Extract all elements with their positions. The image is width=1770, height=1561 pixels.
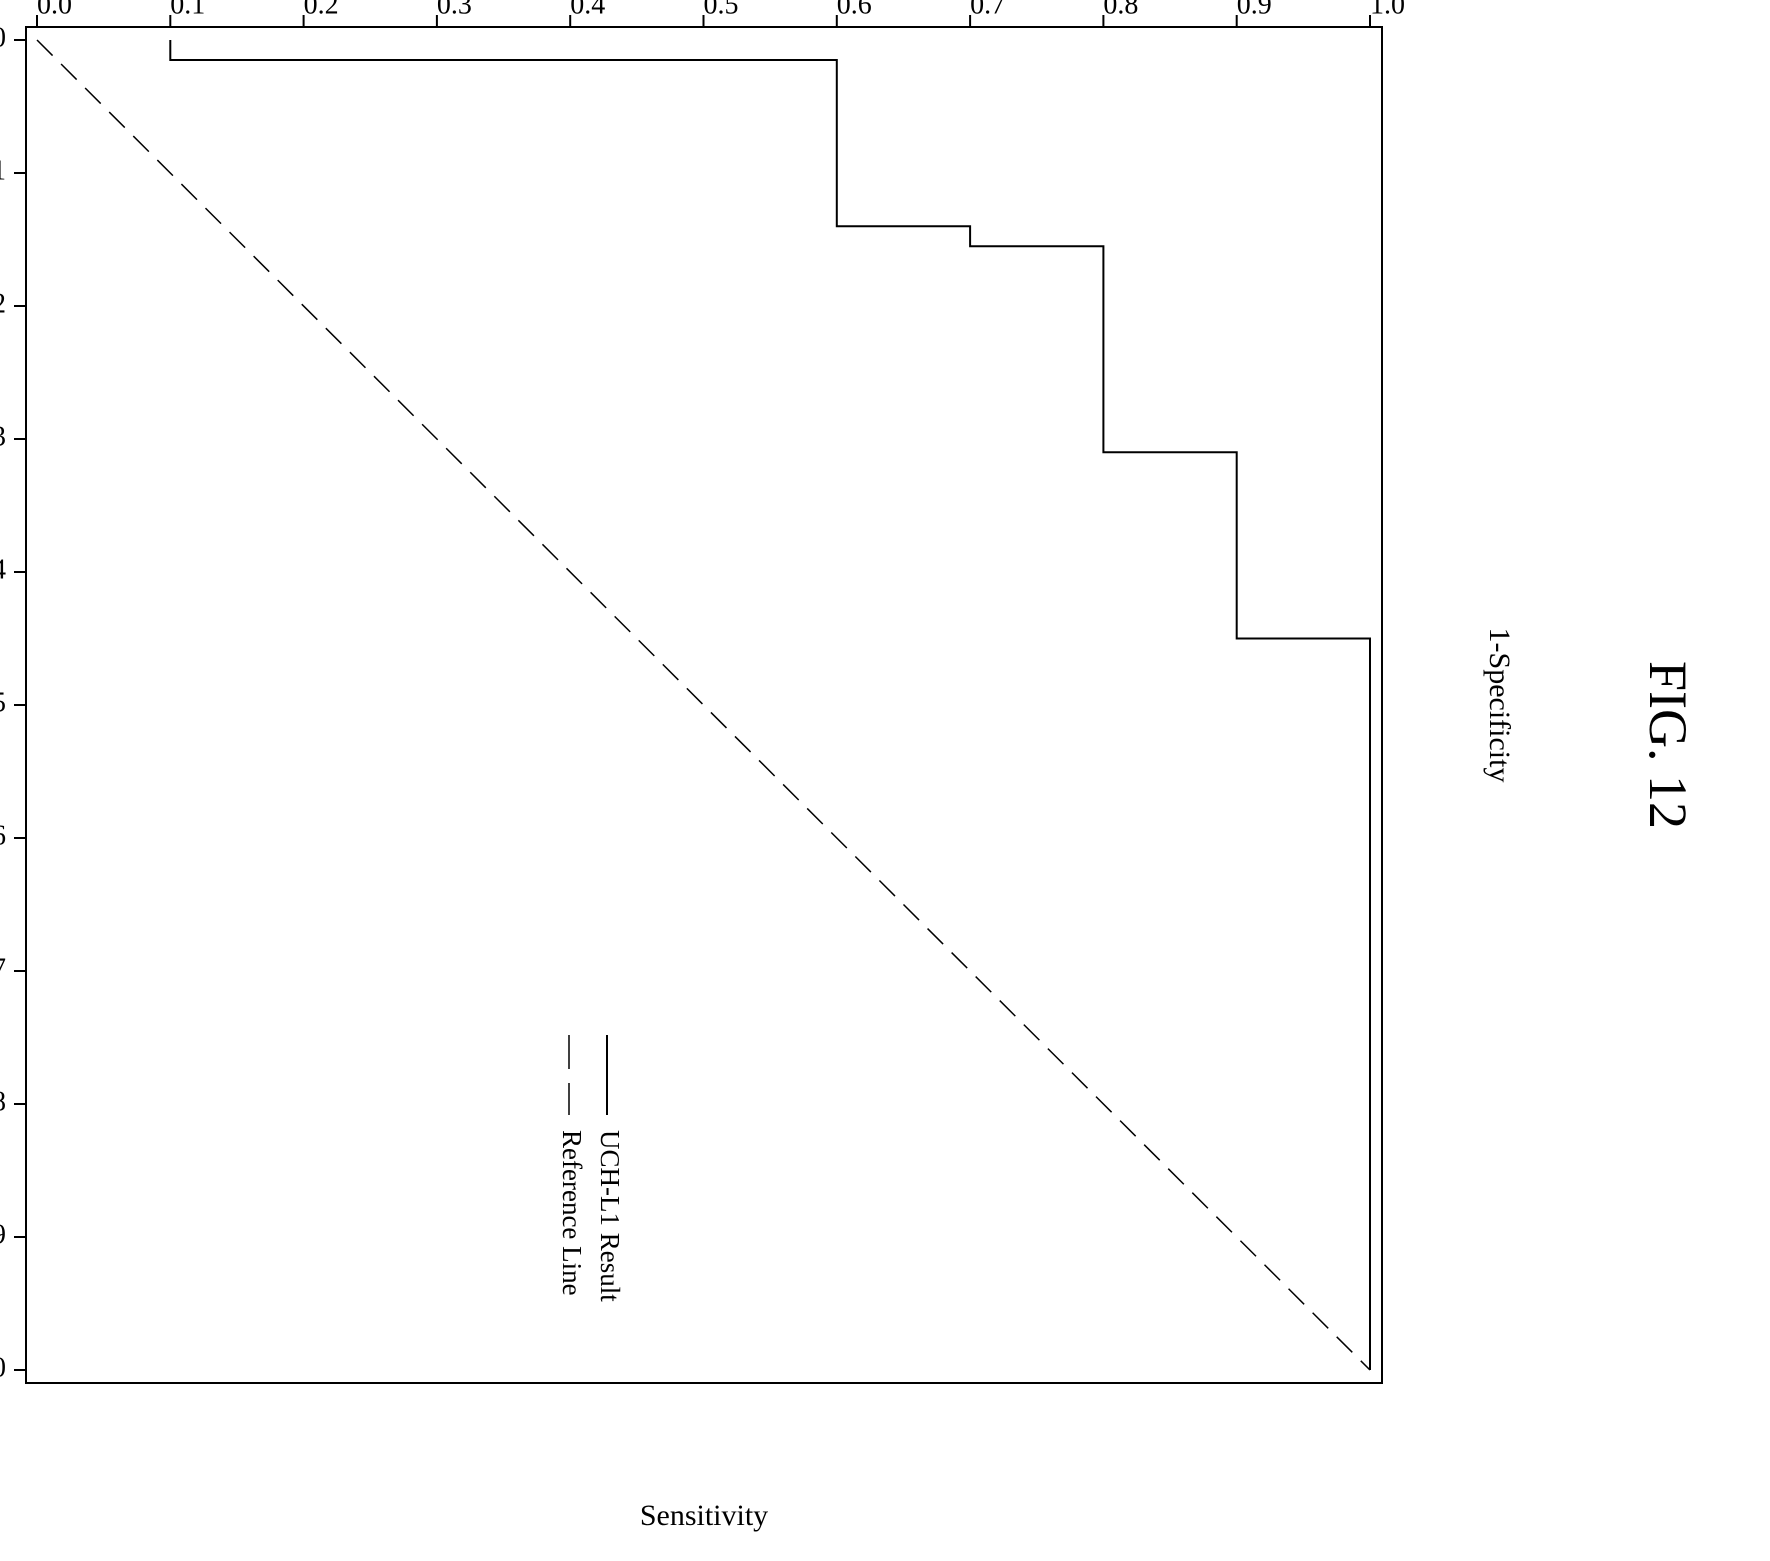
x-tick-label: 0.1 bbox=[0, 155, 6, 186]
x-axis: 0.0 0.1 0.2 0.3 0.4 0.5 0.6 0.7 0.8 0.9 1.0 bbox=[0, 22, 26, 1383]
y-tick-label: 0.1 bbox=[170, 0, 205, 20]
x-tick-label: 0.3 bbox=[0, 421, 6, 452]
legend-label-0: UCH-L1 Result bbox=[595, 1130, 625, 1302]
y-tick-label: 0.4 bbox=[570, 0, 605, 20]
x-tick-label: 0.7 bbox=[0, 953, 6, 984]
legend: UCH-L1 Result Reference Line bbox=[557, 1035, 625, 1302]
series-line-0 bbox=[169, 40, 1371, 1370]
x-tick-label: 0.0 bbox=[0, 22, 6, 53]
series-line-1 bbox=[36, 39, 1371, 1371]
x-tick-label: 1.0 bbox=[0, 1352, 6, 1383]
x-tick-label: 0.2 bbox=[0, 288, 6, 319]
x-tick-label: 0.4 bbox=[0, 554, 6, 585]
y-tick-label: 0.3 bbox=[437, 0, 472, 20]
y-tick-label: 0.7 bbox=[970, 0, 1005, 20]
x-tick-label: 0.9 bbox=[0, 1219, 6, 1250]
y-tick-label: 0.9 bbox=[1237, 0, 1272, 20]
x-axis-label: 1-Specificity bbox=[1483, 628, 1516, 783]
legend-label-1: Reference Line bbox=[557, 1130, 587, 1296]
y-tick-label: 0.6 bbox=[837, 0, 872, 20]
y-axis: 0.0 0.1 0.2 0.3 0.4 0.5 0.6 0.7 0.8 0.9 1.0 bbox=[36, 0, 1405, 27]
x-tick-label: 0.5 bbox=[0, 687, 6, 718]
y-tick-label: 0.2 bbox=[304, 0, 339, 20]
y-tick-label: 1.0 bbox=[1370, 0, 1405, 20]
figure-label: FIG. 12 bbox=[1638, 661, 1698, 829]
y-axis-label: Sensitivity bbox=[640, 1499, 768, 1532]
y-tick-label: 0.0 bbox=[37, 0, 72, 20]
x-tick-label: 0.6 bbox=[0, 820, 6, 851]
y-tick-label: 0.5 bbox=[704, 0, 739, 20]
series-layer bbox=[36, 39, 1371, 1371]
y-tick-label: 0.8 bbox=[1103, 0, 1138, 20]
x-tick-label: 0.8 bbox=[0, 1086, 6, 1117]
